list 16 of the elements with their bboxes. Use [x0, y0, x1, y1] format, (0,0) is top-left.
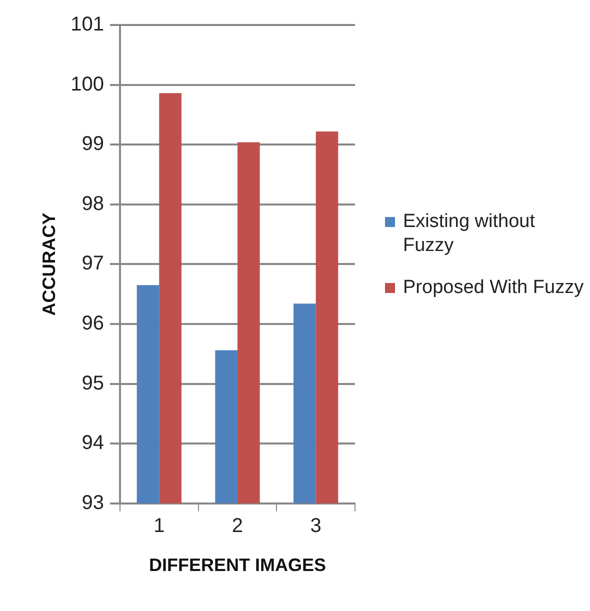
x-tick-label: 2 [232, 514, 244, 537]
y-tick-label: 96 [82, 312, 104, 335]
x-tick-label: 1 [154, 514, 165, 537]
x-tick-label: 3 [310, 514, 322, 537]
legend-label: Existing without Fuzzy [403, 210, 536, 258]
y-tick-label: 100 [70, 73, 104, 96]
y-tick-label: 101 [70, 14, 104, 36]
legend-label: Proposed With Fuzzy [403, 276, 584, 300]
y-tick-label: 95 [82, 372, 104, 394]
y-tick-label: 94 [82, 432, 104, 454]
y-tick-label: 93 [82, 492, 104, 514]
y-axis-title: ACCURACY [38, 212, 59, 316]
x-axis-title: DIFFERENT IMAGES [148, 555, 326, 576]
y-tick-label: 98 [82, 192, 104, 215]
y-tick-label: 97 [82, 252, 104, 275]
y-tick-label: 99 [82, 133, 104, 156]
